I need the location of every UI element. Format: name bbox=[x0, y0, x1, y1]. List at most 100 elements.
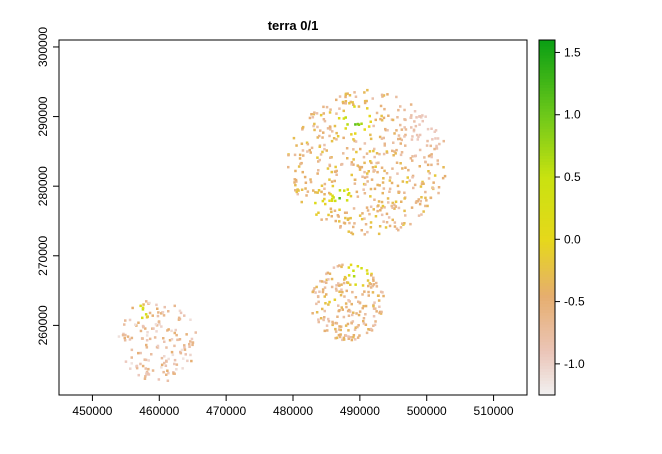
raster-cell bbox=[325, 105, 329, 109]
raster-cell bbox=[404, 166, 407, 169]
colorbar-tick-label: 1.0 bbox=[564, 108, 581, 122]
raster-cell bbox=[302, 154, 305, 157]
colorbar-swatch bbox=[539, 255, 555, 260]
colorbar-swatch bbox=[539, 143, 555, 148]
x-tick-label: 450000 bbox=[72, 404, 112, 418]
raster-cell bbox=[361, 212, 364, 215]
raster-cell bbox=[121, 333, 125, 337]
colorbar-swatch bbox=[539, 261, 555, 266]
raster-cell bbox=[394, 205, 398, 208]
colorbar-swatch bbox=[539, 48, 555, 53]
raster-cell bbox=[143, 358, 146, 361]
raster-cell bbox=[411, 135, 414, 138]
colorbar-swatch bbox=[539, 303, 555, 307]
raster-cell bbox=[393, 207, 396, 210]
raster-cell bbox=[342, 338, 346, 341]
raster-cell bbox=[392, 154, 395, 157]
raster-cell bbox=[409, 103, 413, 106]
raster-cell bbox=[361, 293, 364, 296]
raster-cell bbox=[363, 101, 367, 105]
raster-cell bbox=[346, 123, 349, 126]
raster-cell bbox=[335, 284, 338, 287]
raster-cell bbox=[352, 269, 355, 272]
raster-cell bbox=[357, 324, 360, 327]
raster-cell bbox=[328, 134, 331, 138]
raster-cell bbox=[145, 370, 149, 374]
raster-cell bbox=[396, 116, 399, 119]
raster-cell bbox=[157, 378, 161, 381]
raster-cell bbox=[325, 278, 328, 282]
raster-cell bbox=[129, 367, 132, 370]
raster-cell bbox=[378, 225, 382, 228]
raster-cell bbox=[358, 301, 362, 304]
raster-cell bbox=[287, 153, 290, 157]
raster-cell bbox=[350, 302, 353, 306]
colorbar-tick-label: 0.0 bbox=[564, 232, 581, 246]
colorbar-swatch bbox=[539, 279, 555, 284]
raster-cell bbox=[339, 333, 342, 336]
raster-cell bbox=[370, 329, 374, 332]
colorbar-swatch bbox=[539, 267, 555, 272]
colorbar-swatch bbox=[539, 90, 555, 94]
raster-cell bbox=[175, 368, 178, 371]
raster-cell bbox=[417, 135, 420, 139]
raster-cell bbox=[345, 147, 349, 150]
colorbar-swatch bbox=[539, 140, 555, 145]
raster-cell bbox=[381, 191, 384, 195]
raster-cell bbox=[366, 180, 369, 183]
raster-cell bbox=[189, 353, 192, 357]
raster-cell bbox=[350, 161, 354, 164]
colorbar-swatch bbox=[539, 51, 555, 56]
colorbar-swatch bbox=[539, 119, 555, 124]
raster-cell bbox=[373, 147, 376, 151]
raster-cell bbox=[365, 152, 369, 155]
raster-cell bbox=[400, 128, 404, 131]
raster-cell bbox=[362, 304, 365, 308]
raster-cell bbox=[157, 320, 161, 324]
raster-cell bbox=[380, 213, 384, 217]
raster-cell bbox=[368, 212, 371, 216]
raster-cell bbox=[183, 314, 186, 317]
raster-cell bbox=[177, 316, 181, 320]
raster-cell bbox=[354, 296, 358, 299]
raster-cell bbox=[395, 129, 398, 132]
raster-cell bbox=[137, 351, 140, 355]
colorbar-swatch bbox=[539, 318, 555, 322]
colorbar-swatch bbox=[539, 72, 555, 77]
raster-cell bbox=[338, 189, 342, 192]
raster-cell bbox=[160, 325, 163, 328]
raster-cell bbox=[170, 338, 174, 341]
colorbar-swatch bbox=[539, 377, 555, 381]
raster-cell bbox=[388, 224, 392, 228]
raster-cell bbox=[367, 290, 370, 294]
raster-cell bbox=[166, 369, 169, 372]
raster-cell bbox=[341, 290, 344, 294]
raster-cell bbox=[123, 339, 127, 342]
raster-cell bbox=[327, 278, 330, 281]
raster-cell bbox=[420, 213, 423, 216]
raster-cell bbox=[375, 161, 378, 165]
raster-cell bbox=[403, 222, 406, 225]
raster-cell bbox=[403, 108, 406, 112]
raster-cell bbox=[335, 112, 338, 115]
raster-cell bbox=[173, 304, 176, 308]
raster-cell bbox=[337, 309, 340, 313]
colorbar-swatch bbox=[539, 380, 555, 384]
raster-cell bbox=[343, 275, 347, 279]
raster-cell bbox=[372, 283, 376, 286]
y-tick-label: 280000 bbox=[36, 166, 50, 206]
colorbar-swatch bbox=[539, 353, 555, 358]
raster-cell bbox=[334, 336, 337, 340]
raster-cell bbox=[349, 100, 352, 104]
raster-cell bbox=[330, 170, 333, 174]
raster-cell bbox=[295, 180, 298, 183]
raster-cell bbox=[372, 276, 375, 280]
raster-cell bbox=[338, 220, 341, 223]
raster-cell bbox=[369, 286, 373, 289]
raster-cell bbox=[427, 177, 431, 180]
raster-cell bbox=[325, 149, 328, 152]
raster-cell bbox=[179, 351, 183, 355]
raster-cell bbox=[383, 142, 386, 145]
raster-cell bbox=[351, 290, 354, 294]
raster-cell bbox=[388, 179, 392, 182]
